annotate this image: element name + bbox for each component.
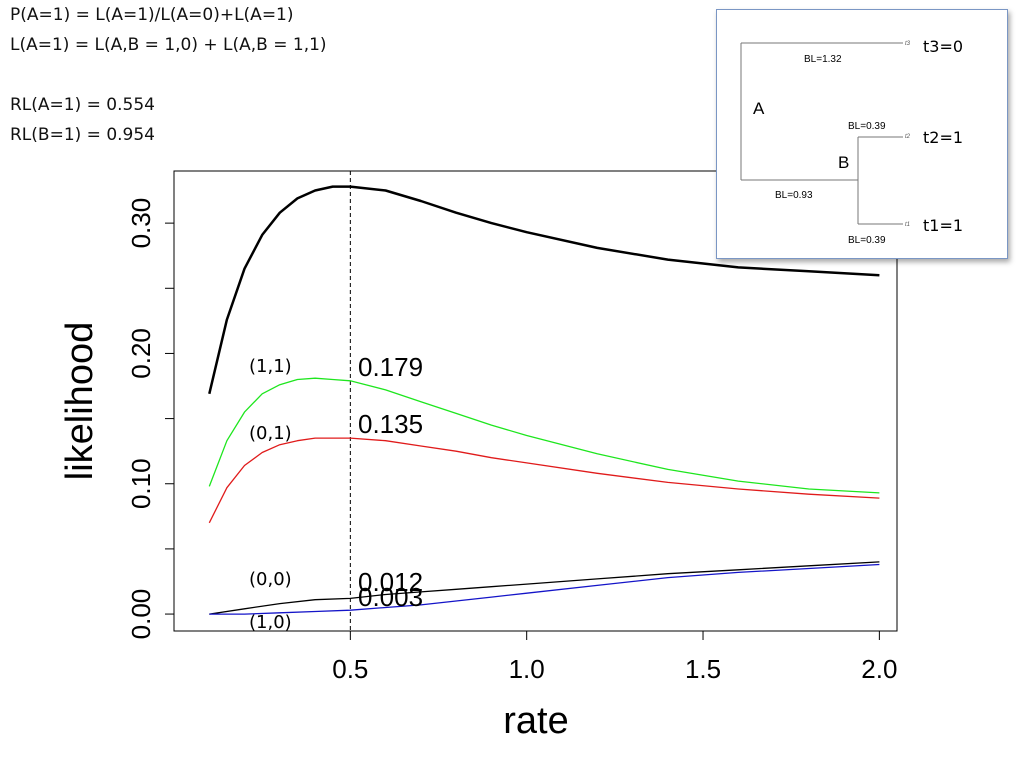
tree-inset: BL=1.32 BL=0.39 BL=0.93 BL=0.39 A B t3 t… bbox=[716, 9, 1008, 259]
x-tick-label-1: 1.0 bbox=[509, 654, 545, 684]
series-label-1-1: (1,1) bbox=[249, 356, 292, 377]
phylogeny-tree: BL=1.32 BL=0.39 BL=0.93 BL=0.39 A B t3 t… bbox=[740, 37, 963, 246]
branch-label-b-t2: BL=0.39 bbox=[848, 121, 886, 132]
value-label-0-135: 0.135 bbox=[358, 409, 423, 439]
node-label-b: B bbox=[838, 153, 849, 172]
tip-small-t3: t3 bbox=[905, 41, 911, 47]
y-tick-label-2: 0.20 bbox=[126, 328, 156, 379]
series-line-0 bbox=[208, 185, 880, 395]
x-tick-label-3: 2.0 bbox=[861, 654, 897, 684]
series-label-1-0: (1,0) bbox=[249, 612, 292, 633]
branch-label-a-b: BL=0.93 bbox=[775, 190, 813, 201]
y-axis-label: likelihood bbox=[59, 322, 101, 480]
equation-rl-b: RL(B=1) = 0.954 bbox=[10, 125, 155, 145]
equation-p-a: P(A=1) = L(A=1)/L(A=0)+L(A=1) bbox=[10, 5, 294, 25]
value-label-0-179: 0.179 bbox=[358, 352, 423, 382]
series-line-1 bbox=[208, 377, 880, 494]
tree-branches bbox=[740, 42, 903, 225]
y-tick-label-1: 0.10 bbox=[126, 458, 156, 509]
tip-label-t1: t1=1 bbox=[923, 216, 963, 235]
x-tick-label-0: 0.5 bbox=[332, 654, 368, 684]
series-label-0-1: (0,1) bbox=[249, 423, 292, 444]
y-tick-label-3: 0.30 bbox=[126, 198, 156, 249]
y-tick-label-0: 0.00 bbox=[126, 589, 156, 640]
branch-label-b-t1: BL=0.39 bbox=[848, 235, 886, 246]
equation-l-a: L(A=1) = L(A,B = 1,0) + L(A,B = 1,1) bbox=[10, 35, 327, 55]
branch-label-a-t3: BL=1.32 bbox=[804, 54, 842, 65]
series-line-2 bbox=[208, 437, 880, 524]
series-label-0-0: (0,0) bbox=[249, 569, 292, 590]
node-label-a: A bbox=[753, 99, 765, 118]
tip-small-t2: t2 bbox=[905, 134, 911, 140]
value-label-0-012: 0.012 bbox=[358, 567, 423, 597]
tip-label-t3: t3=0 bbox=[923, 37, 963, 56]
tip-label-t2: t2=1 bbox=[923, 128, 963, 147]
value-label-0-003: 0.003 bbox=[358, 582, 423, 612]
tip-small-t1: t1 bbox=[905, 222, 910, 228]
equation-rl-a: RL(A=1) = 0.554 bbox=[10, 95, 155, 115]
series-line-3 bbox=[209, 561, 880, 615]
series-line-4 bbox=[209, 563, 880, 615]
x-axis-label: rate bbox=[503, 700, 568, 742]
plot-frame bbox=[173, 170, 898, 632]
x-tick-label-2: 1.5 bbox=[685, 654, 721, 684]
